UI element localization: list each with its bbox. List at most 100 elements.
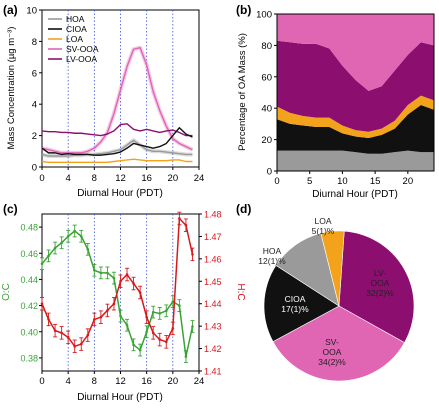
panel-c-point-o-c <box>119 314 122 318</box>
panel-c-point-o-c <box>178 304 181 307</box>
panel-c-point-h-c <box>112 302 116 306</box>
panel-b-x-tick-label: 15 <box>370 176 381 187</box>
panel-c-right-axis-label: H:C <box>235 283 246 300</box>
panel-c-point-h-c <box>171 327 175 330</box>
panel-c-point-h-c <box>99 315 103 319</box>
panel-c-left-tick-label: 0.42 <box>20 301 38 311</box>
panel-d-slice-cioa <box>263 264 340 343</box>
panel-b-stacked-area-chart: 0 5 10 15 20 0 20 40 60 80 100 Diurnal Hour (PDT)… <box>237 10 435 200</box>
panel-c-point-o-c <box>151 310 155 314</box>
panel-c-point-h-c <box>53 329 57 332</box>
panel-a-line-lv-ooa <box>41 123 193 137</box>
panel-a-line-hoa <box>41 139 193 157</box>
panel-a-legend-label-cioa: CIOA <box>66 24 87 34</box>
panel-label-c: (c) <box>3 202 18 216</box>
panel-label-b: (b) <box>236 3 251 17</box>
panel-b-y-tick-label: 100 <box>256 10 272 21</box>
panel-c-x-tick-label: 4 <box>66 376 71 387</box>
panel-c-point-o-c <box>66 234 70 238</box>
panel-a-x-tick-label: 24 <box>194 173 205 184</box>
panel-a-legend-label-hoa: HOA <box>66 14 85 24</box>
panel-b-y-axis-label: Percentage of OA Mass (%) <box>237 33 248 151</box>
panel-c-point-o-c <box>138 348 142 352</box>
panel-c-point-h-c <box>184 223 188 227</box>
panel-b-y-tick-label: 20 <box>261 135 272 146</box>
panel-c-point-o-c <box>60 241 63 245</box>
panel-c-left-tick-label: 0.44 <box>20 275 38 285</box>
panel-c-point-o-c <box>106 271 109 275</box>
panel-d-label-line: 5(1)% <box>312 226 335 236</box>
panel-c-point-o-c <box>164 309 168 313</box>
panel-c-x-tick-label: 0 <box>39 376 44 387</box>
panel-c-point-h-c <box>73 345 77 348</box>
panel-d-label-line: 32(2)% <box>366 288 394 298</box>
panel-a-x-tick-label: 0 <box>39 173 44 184</box>
panel-c-x-tick-label: 20 <box>168 376 179 387</box>
panel-b-x-tick-label: 0 <box>274 176 279 187</box>
panel-c-right-tick-label: 1.41 <box>204 367 222 377</box>
panel-d-label-line: 12(1)% <box>258 256 286 266</box>
panel-c-point-h-c <box>138 291 142 294</box>
panel-label-d: (d) <box>236 202 251 216</box>
panel-c-point-o-c <box>93 268 96 272</box>
panel-a-y-tick-label: 8 <box>32 37 37 48</box>
panel-c-point-h-c <box>158 338 162 341</box>
panel-d-slice-sv-ooa <box>272 305 405 382</box>
panel-c-point-o-c <box>99 271 103 275</box>
panel-c-left-tick-label: 0.46 <box>20 249 38 259</box>
panel-c-point-o-c <box>53 246 57 250</box>
panel-a-y-tick-label: 0 <box>32 163 37 174</box>
panel-c-x-tick-label: 12 <box>115 376 126 387</box>
panel-d-label-hoa: HOA 12(1)% <box>258 246 286 266</box>
panel-c-right-tick-label: 1.46 <box>204 254 222 264</box>
panel-c-point-h-c <box>66 336 70 339</box>
panel-c-point-h-c <box>119 279 122 283</box>
panel-b-x-tick-label: 10 <box>337 176 348 187</box>
panel-a-x-tick-label: 8 <box>92 173 97 184</box>
panel-b-x-tick-label: 20 <box>403 176 414 187</box>
panel-c-point-h-c <box>125 273 129 276</box>
panel-d-label-line: 17(1)% <box>281 304 309 314</box>
panel-a-line-loa <box>41 158 193 163</box>
panel-c-point-o-c <box>125 323 129 327</box>
panel-c-point-o-c <box>86 248 90 251</box>
panel-c-point-o-c <box>158 312 162 315</box>
panel-c-line-o-c <box>41 230 194 358</box>
panel-d-label-cioa: CIOA 17(1)% <box>281 294 309 314</box>
panel-c-point-h-c <box>47 318 50 321</box>
panel-a-x-axis-label: Diurnal Hour (PDT) <box>77 188 163 199</box>
panel-d-label-lv-ooa: LV-OOA 32(2)% <box>366 268 394 298</box>
panel-d-slice-loa <box>320 230 345 307</box>
panel-c-point-o-c <box>40 262 44 266</box>
panel-c-x-tick-label: 8 <box>92 376 97 387</box>
panel-c-point-o-c <box>73 229 77 233</box>
panel-b-area-sv-ooa <box>277 14 434 91</box>
panel-c-left-tick-label: 0.40 <box>20 327 38 337</box>
panel-c-point-h-c <box>40 302 44 306</box>
panel-c-point-o-c <box>112 276 116 280</box>
panel-c-point-h-c <box>93 318 96 321</box>
panel-d-slice-lv-ooa <box>338 230 415 343</box>
panel-b-area-hoa <box>277 150 434 171</box>
panel-c-point-h-c <box>79 342 83 346</box>
panel-c-left-tick-label: 0.48 <box>20 223 38 233</box>
panel-b-x-tick-label: 5 <box>307 176 312 187</box>
panel-c-point-h-c <box>86 333 90 337</box>
panel-c-line-h-c <box>41 217 194 348</box>
panel-d-label-sv-ooa: SV-OOA 34(2)% <box>318 337 346 367</box>
panel-a-x-tick-label: 12 <box>115 173 126 184</box>
panel-a-line-cioa <box>41 127 193 156</box>
panel-c-point-h-c <box>60 331 63 335</box>
panel-c-point-o-c <box>47 254 50 258</box>
panel-a-y-axis-label: Mass Concentration (µg m⁻³) <box>6 27 17 150</box>
panel-a-x-tick-label: 20 <box>168 173 179 184</box>
panel-b-x-axis-label: Diurnal Hour (PDT) <box>312 189 398 200</box>
panel-c-point-o-c <box>79 234 83 238</box>
panel-c-point-h-c <box>106 309 109 312</box>
panel-b-area-cioa <box>277 105 434 154</box>
panel-c-dual-axis-line-chart: 0 4 8 12 16 20 24 0.38 0.40 0.42 0.44 0.46 0.48 1.4… <box>1 210 246 404</box>
panel-c-left-tick-label: 0.38 <box>20 353 38 363</box>
panel-c-point-o-c <box>184 355 188 358</box>
panel-c-point-o-c <box>191 325 194 328</box>
